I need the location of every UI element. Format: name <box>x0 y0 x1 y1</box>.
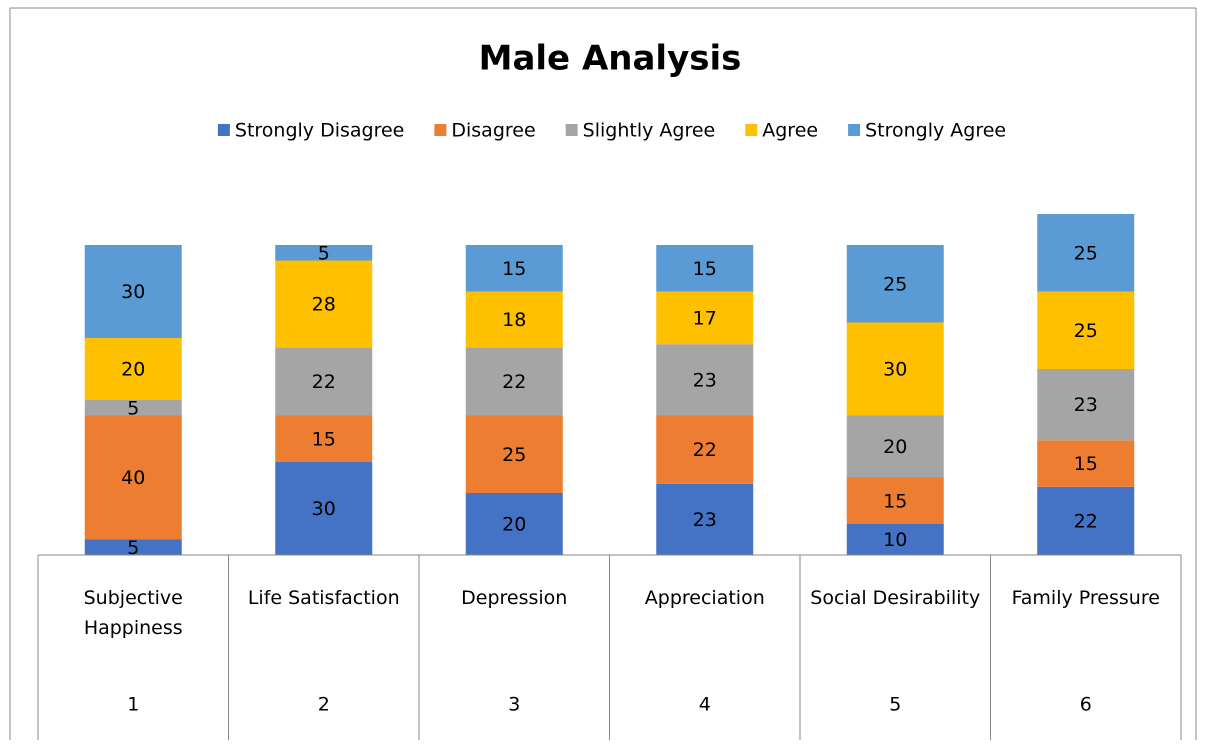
bar-segment <box>84 245 182 338</box>
x-tick-label: Subjective Happiness <box>83 587 183 639</box>
bar-segment <box>84 539 182 555</box>
x-tick-label: Depression <box>461 587 568 609</box>
chart-title: Male Analysis <box>479 39 742 79</box>
data-label: 5 <box>127 537 139 559</box>
bar-segment <box>465 493 563 555</box>
data-label: 23 <box>693 509 717 531</box>
data-label: 20 <box>883 436 907 458</box>
data-label: 23 <box>693 369 717 391</box>
data-label: 15 <box>883 490 907 512</box>
data-label: 22 <box>502 371 526 393</box>
data-label: 23 <box>1074 394 1098 416</box>
data-label: 30 <box>883 359 907 381</box>
x-tick-label-box: Family Pressure <box>1011 587 1160 609</box>
x-group-label: 4 <box>699 694 711 716</box>
x-tick-label: Social Desirability <box>810 587 981 609</box>
x-group-label: 5 <box>889 694 901 716</box>
legend-swatch <box>217 124 230 136</box>
data-label: 15 <box>1074 453 1098 475</box>
data-label: 40 <box>121 467 145 489</box>
bar-segment <box>846 524 944 555</box>
bar-segment <box>1037 214 1135 292</box>
data-label: 22 <box>312 371 336 393</box>
bar-segment <box>1037 291 1135 369</box>
x-group-label: 1 <box>127 694 139 716</box>
data-label: 20 <box>121 359 145 381</box>
data-label: 22 <box>1074 510 1098 532</box>
legend-swatch <box>434 124 447 136</box>
legend-label: Agree <box>762 120 818 142</box>
data-label: 25 <box>1074 320 1098 342</box>
bar-segment <box>846 415 944 478</box>
legend-swatch <box>745 124 758 136</box>
data-label: 5 <box>318 242 330 264</box>
bar-segment <box>656 291 754 345</box>
bar-segment <box>465 415 563 493</box>
data-label: 25 <box>1074 242 1098 264</box>
bar-segment <box>84 338 182 400</box>
bar-segment <box>84 400 182 416</box>
x-group-label: 2 <box>318 694 330 716</box>
x-tick-label: Life Satisfaction <box>247 587 400 609</box>
bar-segment <box>275 245 373 261</box>
bar-segment <box>846 477 944 524</box>
bar-segment <box>275 462 373 555</box>
bar-segment <box>656 415 754 484</box>
legend-label: Strongly Disagree <box>235 120 404 142</box>
bar-segment <box>656 245 754 292</box>
data-label: 25 <box>883 273 907 295</box>
bar-segment <box>465 291 563 348</box>
data-label: 20 <box>502 514 526 536</box>
bar-segment <box>84 415 182 540</box>
data-label: 30 <box>121 281 145 303</box>
x-tick-label-box: Appreciation <box>644 587 765 609</box>
data-label: 17 <box>693 307 717 329</box>
bar-segment <box>656 483 754 555</box>
bar-segment <box>275 347 373 416</box>
x-tick-label: Appreciation <box>644 587 765 609</box>
bar-segment <box>1037 440 1135 487</box>
data-label: 30 <box>312 498 336 520</box>
legend-label: Disagree <box>451 120 535 142</box>
bar-segment <box>465 245 563 292</box>
x-tick-label-box: Subjective Happiness <box>83 587 183 639</box>
legend-swatch <box>565 124 578 136</box>
data-label: 28 <box>312 293 336 315</box>
bar-segment <box>1037 369 1135 441</box>
legend-swatch <box>848 124 861 136</box>
data-label: 22 <box>693 439 717 461</box>
data-label: 25 <box>502 444 526 466</box>
x-tick-label-box: Social Desirability <box>810 587 981 609</box>
data-label: 15 <box>502 258 526 280</box>
x-group-label: 6 <box>1080 694 1092 716</box>
bar-segment <box>846 245 944 323</box>
x-group-label: 3 <box>508 694 520 716</box>
data-label: 15 <box>312 428 336 450</box>
bar-segment <box>275 260 373 348</box>
legend: Strongly Disagree Disagree Slightly Agree A… <box>217 120 1006 142</box>
data-label: 15 <box>693 258 717 280</box>
data-label: 10 <box>883 529 907 551</box>
x-tick-label-box: Depression <box>461 587 568 609</box>
x-tick-label-box: Life Satisfaction <box>247 587 400 609</box>
bar-segment <box>846 322 944 416</box>
bar-segment <box>656 344 754 416</box>
legend-label: Strongly Agree <box>865 120 1006 142</box>
x-tick-label: Family Pressure <box>1011 587 1160 609</box>
data-label: 18 <box>502 309 526 331</box>
bar-segment <box>465 347 563 416</box>
legend-label: Slightly Agree <box>583 120 716 142</box>
data-label: 5 <box>127 397 139 419</box>
bar-segment <box>275 415 373 462</box>
bar-segment <box>1037 486 1135 555</box>
